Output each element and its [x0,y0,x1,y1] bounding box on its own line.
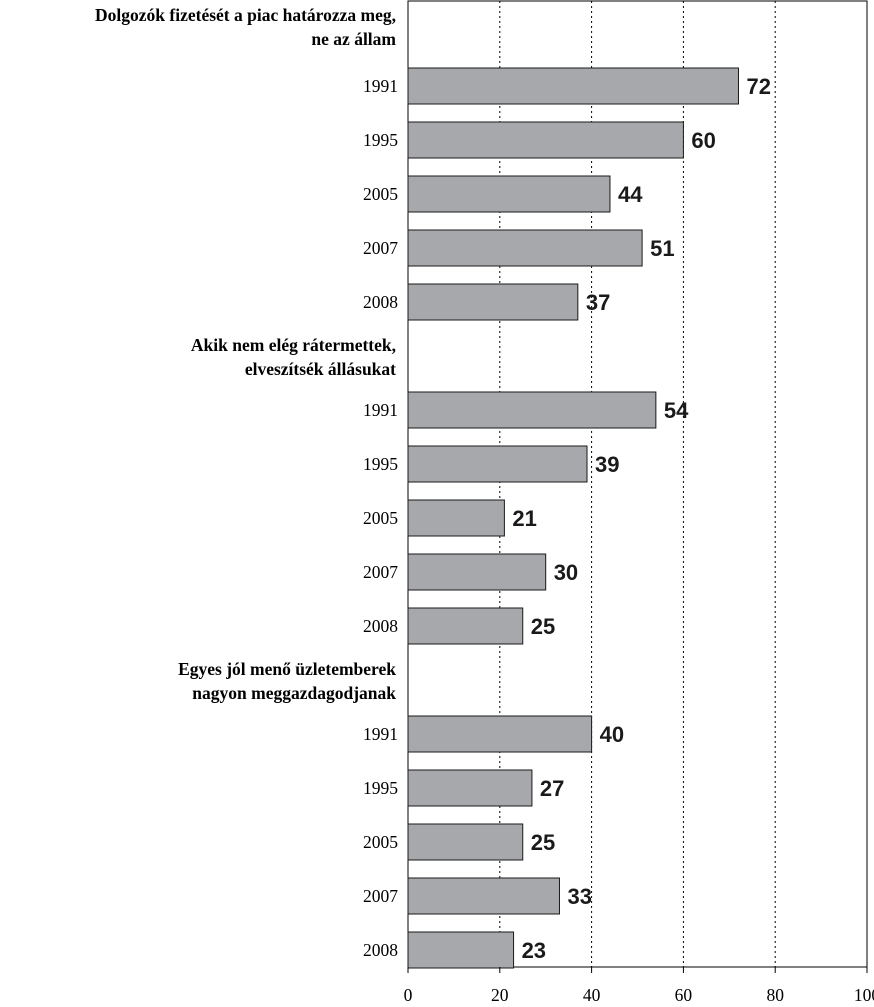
data-label: 39 [595,452,619,477]
category-label: 1991 [363,724,398,744]
category-label: 2005 [363,508,398,528]
data-label: 21 [512,506,536,531]
data-label: 72 [746,74,770,99]
bar-1991 [407,67,739,105]
category-label: 2008 [363,940,398,960]
bar-2005 [407,175,611,213]
data-label: 25 [531,614,555,639]
bar-1991 [407,715,593,753]
x-tick-label: 40 [583,985,601,1005]
bar-1995 [407,121,684,159]
bar-2007 [407,553,547,591]
category-label: 2008 [363,292,398,312]
category-label: 1995 [363,130,398,150]
x-axis: 0 20 40 60 80 100 [404,967,874,1005]
data-label: 60 [691,128,715,153]
category-label: 1991 [363,400,398,420]
bar-2005 [407,499,505,537]
labels: Dolgozók fizetését a piac határozza meg,… [95,5,771,963]
group-title-line: Egyes jól menő üzletemberek [178,659,396,679]
category-label: 2005 [363,832,398,852]
group-title-line: Akik nem elég rátermettek, [191,335,396,355]
bar-2007 [407,877,560,915]
category-label: 2007 [363,562,398,582]
category-label: 2005 [363,184,398,204]
bar-1991 [407,391,657,429]
category-label: 1991 [363,76,398,96]
category-label: 2007 [363,886,398,906]
x-tick-label: 80 [766,985,784,1005]
bar-2008 [407,607,524,645]
bar-2008 [407,931,515,969]
category-label: 1995 [363,454,398,474]
data-label: 30 [554,560,578,585]
data-label: 44 [618,182,643,207]
data-label: 54 [664,398,689,423]
data-label: 37 [586,290,610,315]
bar-1995 [407,445,588,483]
bars [407,67,739,969]
group-title-line: ne az állam [311,29,396,49]
data-label: 25 [531,830,555,855]
x-tick-label: 60 [675,985,693,1005]
x-tick-label: 100 [854,985,874,1005]
plot-frame [407,0,868,968]
x-tick-label: 0 [404,985,413,1005]
category-label: 1995 [363,778,398,798]
data-label: 40 [600,722,624,747]
group-title-line: nagyon meggazdagodjanak [192,683,396,703]
bar-2005 [407,823,524,861]
bar-2008 [407,283,579,321]
bar-2007 [407,229,643,267]
data-label: 51 [650,236,674,261]
data-label: 23 [522,938,546,963]
category-label: 2007 [363,238,398,258]
category-label: 2008 [363,616,398,636]
bar-1995 [407,769,533,807]
data-label: 27 [540,776,564,801]
group-title-line: elveszítsék állásukat [245,359,396,379]
group-title-line: Dolgozók fizetését a piac határozza meg, [95,5,396,25]
data-label: 33 [567,884,591,909]
x-tick-label: 20 [491,985,509,1005]
